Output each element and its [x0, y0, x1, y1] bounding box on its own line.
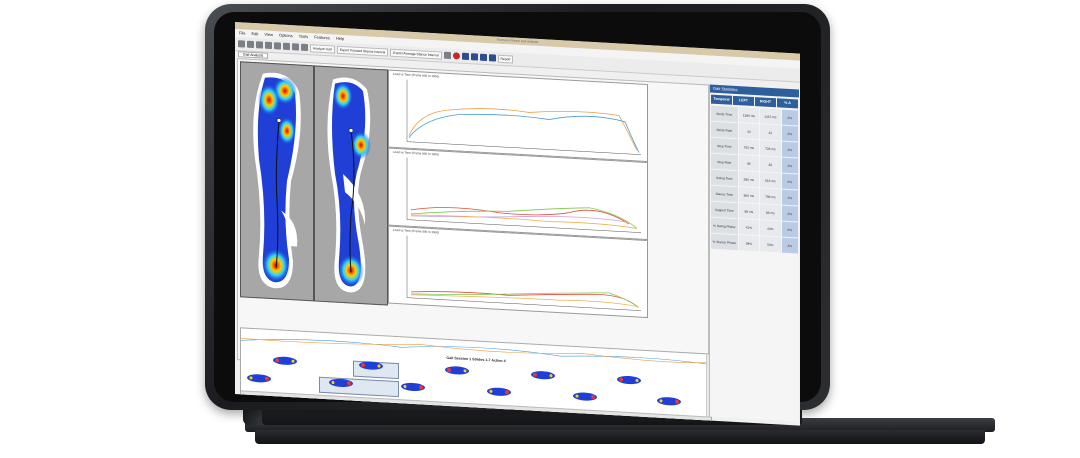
keyboard-stand-edge	[255, 430, 985, 444]
play-icon[interactable]	[292, 43, 299, 51]
diff-value: 2%	[781, 109, 798, 126]
chart-1-plot	[406, 79, 641, 155]
left-value: 88 ms	[738, 203, 760, 220]
menu-file[interactable]: File	[239, 30, 246, 36]
left-value: 58%	[738, 235, 760, 252]
row-label: Swing Time	[711, 169, 738, 187]
row-label: % Swing Phase	[711, 217, 738, 235]
chart-3-plot	[406, 235, 641, 311]
menu-help[interactable]: Help	[335, 35, 345, 42]
record-icon[interactable]	[452, 52, 460, 60]
menu-options[interactable]: Options	[278, 32, 293, 39]
left-value: 1386 ms	[738, 107, 760, 124]
gait-session-timeline[interactable]: Gait Session 1 Strides 1-7 Action 4	[240, 327, 712, 424]
open-icon[interactable]	[238, 40, 245, 48]
report-icon[interactable]	[488, 54, 496, 62]
tablet-device: FootScan Plantar Gait Analysis File Edit…	[205, 4, 830, 426]
left-foot-pressure-panel	[240, 61, 314, 302]
left-value: 806 ms	[738, 187, 760, 204]
right-value: 616 ms	[760, 172, 781, 189]
row-label: % Stance Phase	[711, 233, 738, 251]
layout-icon[interactable]	[470, 53, 478, 61]
row-label: Stance Time	[711, 185, 738, 203]
load-chart-3: Load vs Time (Frame 800 to 1500)	[388, 225, 648, 319]
diff-value: 4%	[781, 237, 798, 254]
diff-value: 3%	[781, 141, 798, 158]
diff-value: 6%	[781, 221, 798, 238]
gait-statistics-panel: Gait Statistics Temporal LEFT RIGHT % Δ …	[709, 84, 799, 422]
load-chart-1: Load vs Time (Frame 800 to 1500)	[388, 69, 648, 163]
skip-back-icon[interactable]	[265, 41, 272, 50]
tab-temporal[interactable]: Temporal	[711, 94, 732, 105]
diff-value: 3%	[781, 157, 798, 174]
menu-tools[interactable]: Tools	[298, 33, 309, 40]
diff-value: 6%	[781, 173, 798, 190]
right-value: 86 ms	[760, 204, 781, 221]
tab-percent-diff[interactable]: % Δ	[777, 98, 798, 109]
left-value: 85	[738, 155, 760, 172]
diff-value: 1%	[781, 189, 798, 206]
save-icon[interactable]	[247, 40, 254, 49]
report-button[interactable]: Report	[497, 54, 514, 64]
left-value: 41%	[738, 219, 760, 236]
analyze-gait-button[interactable]: Analyze Gait	[310, 43, 335, 54]
app-screen: FootScan Plantar Gait Analysis File Edit…	[235, 22, 800, 426]
row-label: Step Rate	[711, 153, 738, 171]
right-value: 82	[760, 156, 781, 173]
footprint-thumbnails	[247, 356, 681, 406]
row-label: Support Time	[711, 201, 738, 219]
tab-right[interactable]: RIGHT	[755, 97, 776, 108]
session-curves	[241, 338, 711, 365]
right-value: 799 ms	[760, 188, 781, 205]
left-value: 580 ms	[738, 171, 760, 188]
analysis-workspace: Load vs Time (Frame 800 to 1500) Load vs…	[237, 58, 712, 424]
stop-icon[interactable]	[283, 42, 290, 51]
menu-features[interactable]: Features	[314, 34, 330, 41]
row-label: Stride Time	[711, 105, 738, 123]
left-value: 705 ms	[738, 139, 760, 156]
right-value: 56%	[760, 236, 781, 253]
table-icon[interactable]	[479, 53, 487, 62]
print-icon[interactable]	[256, 41, 263, 49]
row-label: Step Time	[711, 137, 738, 155]
right-value: 42	[760, 124, 781, 141]
load-chart-2: Load vs Time (Frame 800 to 1500)	[388, 147, 648, 241]
row-label: Stride Rate	[711, 121, 738, 139]
export-forward-button[interactable]: Export Forward Stance Interval	[336, 45, 389, 57]
right-value: 1415 ms	[760, 108, 781, 125]
right-value: 44%	[760, 220, 781, 237]
grid-icon[interactable]	[461, 52, 469, 61]
export-average-button[interactable]: Export Average Stance Interval	[390, 48, 442, 60]
load-charts: Load vs Time (Frame 800 to 1500) Load vs…	[388, 69, 648, 319]
right-foot-pressure-panel	[314, 65, 388, 306]
right-foot-pressure-map	[327, 77, 371, 293]
chart-2-plot	[406, 157, 641, 233]
tab-left[interactable]: LEFT	[733, 95, 754, 107]
diff-value: 2%	[781, 125, 798, 142]
right-value: 728 ms	[760, 140, 781, 157]
menu-view[interactable]: View	[264, 31, 273, 38]
left-foot-pressure-map	[253, 72, 301, 289]
menu-edit[interactable]: Edit	[251, 30, 259, 37]
skip-forward-icon[interactable]	[301, 43, 308, 52]
rewind-icon[interactable]	[274, 42, 281, 50]
diff-value: 2%	[781, 205, 798, 222]
chart-icon[interactable]	[443, 51, 451, 60]
left-value: 43	[738, 123, 760, 140]
